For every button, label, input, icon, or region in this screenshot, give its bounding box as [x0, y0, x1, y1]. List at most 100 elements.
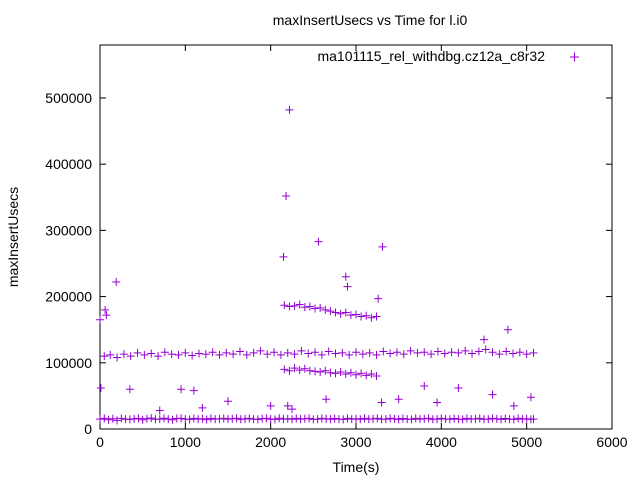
- data-point: [481, 345, 490, 354]
- data-point: [392, 348, 401, 357]
- data-point: [282, 191, 291, 200]
- legend-label: ma101115_rel_withdbg.cz12a_c8r32: [317, 48, 545, 64]
- data-point: [360, 414, 369, 423]
- data-point: [262, 414, 271, 423]
- data-point: [106, 350, 115, 359]
- x-tick-label: 6000: [596, 434, 627, 450]
- data-point: [253, 415, 262, 424]
- data-point: [304, 349, 313, 358]
- data-point: [381, 415, 390, 424]
- data-point: [326, 415, 335, 424]
- data-point: [480, 335, 488, 344]
- data-point: [96, 315, 104, 324]
- data-point: [194, 349, 203, 358]
- data-point: [526, 393, 535, 402]
- data-point: [497, 415, 506, 424]
- data-point: [377, 398, 386, 407]
- data-point: [372, 372, 381, 381]
- data-point: [474, 347, 483, 356]
- data-point: [305, 302, 314, 311]
- data-point: [316, 303, 325, 312]
- data-point: [341, 370, 350, 379]
- x-tick-label: 1000: [170, 434, 201, 450]
- data-point: [454, 383, 463, 392]
- data-point: [164, 415, 173, 424]
- data-point: [167, 350, 176, 359]
- data-point: [241, 414, 250, 423]
- data-point: [437, 414, 446, 423]
- data-point: [394, 415, 403, 424]
- data-point: [297, 346, 306, 355]
- data-point: [317, 350, 326, 359]
- data-point: [362, 371, 371, 380]
- y-tick-label: 400000: [45, 156, 92, 172]
- data-point: [339, 415, 348, 424]
- data-point: [372, 350, 381, 359]
- data-point: [113, 353, 122, 362]
- data-point: [352, 370, 360, 379]
- data-points: [96, 105, 538, 425]
- data-point: [219, 414, 228, 423]
- y-axis-label: maxInsertUsecs: [5, 187, 21, 287]
- data-point: [188, 351, 197, 360]
- data-point: [270, 415, 279, 424]
- data-point: [155, 406, 164, 415]
- data-point: [420, 348, 429, 357]
- data-point: [266, 401, 275, 410]
- data-point: [433, 347, 442, 356]
- data-point: [275, 414, 284, 423]
- data-point: [341, 308, 350, 317]
- data-point: [96, 415, 104, 424]
- data-point: [433, 398, 442, 407]
- data-point: [321, 305, 330, 314]
- data-point: [242, 350, 251, 359]
- data-point: [130, 414, 139, 423]
- y-tick-label: 200000: [45, 289, 92, 305]
- data-point: [386, 349, 395, 358]
- data-point: [263, 350, 272, 359]
- data-point: [331, 308, 340, 317]
- data-point: [147, 349, 156, 358]
- data-point: [189, 386, 198, 395]
- data-point: [440, 349, 449, 358]
- legend: ma101115_rel_withdbg.cz12a_c8r32: [317, 48, 579, 64]
- data-point: [509, 349, 518, 358]
- data-point: [285, 302, 294, 311]
- data-point: [311, 367, 320, 376]
- data-point: [341, 272, 350, 281]
- data-point: [398, 414, 407, 423]
- data-point: [352, 310, 360, 319]
- data-point: [256, 346, 265, 355]
- data-point: [373, 414, 382, 423]
- data-point: [295, 300, 304, 309]
- data-point: [514, 414, 523, 423]
- data-point: [102, 311, 111, 320]
- data-point: [288, 405, 296, 414]
- data-point: [468, 349, 477, 358]
- data-point: [365, 348, 374, 357]
- data-point: [283, 348, 292, 357]
- data-point: [379, 347, 388, 356]
- data-point: [461, 346, 470, 355]
- data-point: [235, 347, 244, 356]
- x-tick-label: 3000: [340, 434, 371, 450]
- data-point: [420, 381, 429, 390]
- data-point: [245, 414, 254, 423]
- data-point: [343, 414, 352, 423]
- data-point: [134, 414, 143, 423]
- data-point: [229, 350, 238, 359]
- data-point: [222, 348, 231, 357]
- data-point: [424, 414, 433, 423]
- data-point: [316, 368, 325, 377]
- data-point: [113, 416, 122, 425]
- data-point: [249, 348, 258, 357]
- data-point: [280, 301, 289, 310]
- y-tick-label: 500000: [45, 90, 92, 106]
- data-point: [154, 352, 163, 361]
- y-tick-label: 100000: [45, 355, 92, 371]
- data-point: [201, 350, 210, 359]
- x-tick-label: 0: [96, 434, 104, 450]
- data-point: [331, 349, 340, 358]
- data-point: [374, 294, 383, 303]
- data-point: [198, 403, 207, 412]
